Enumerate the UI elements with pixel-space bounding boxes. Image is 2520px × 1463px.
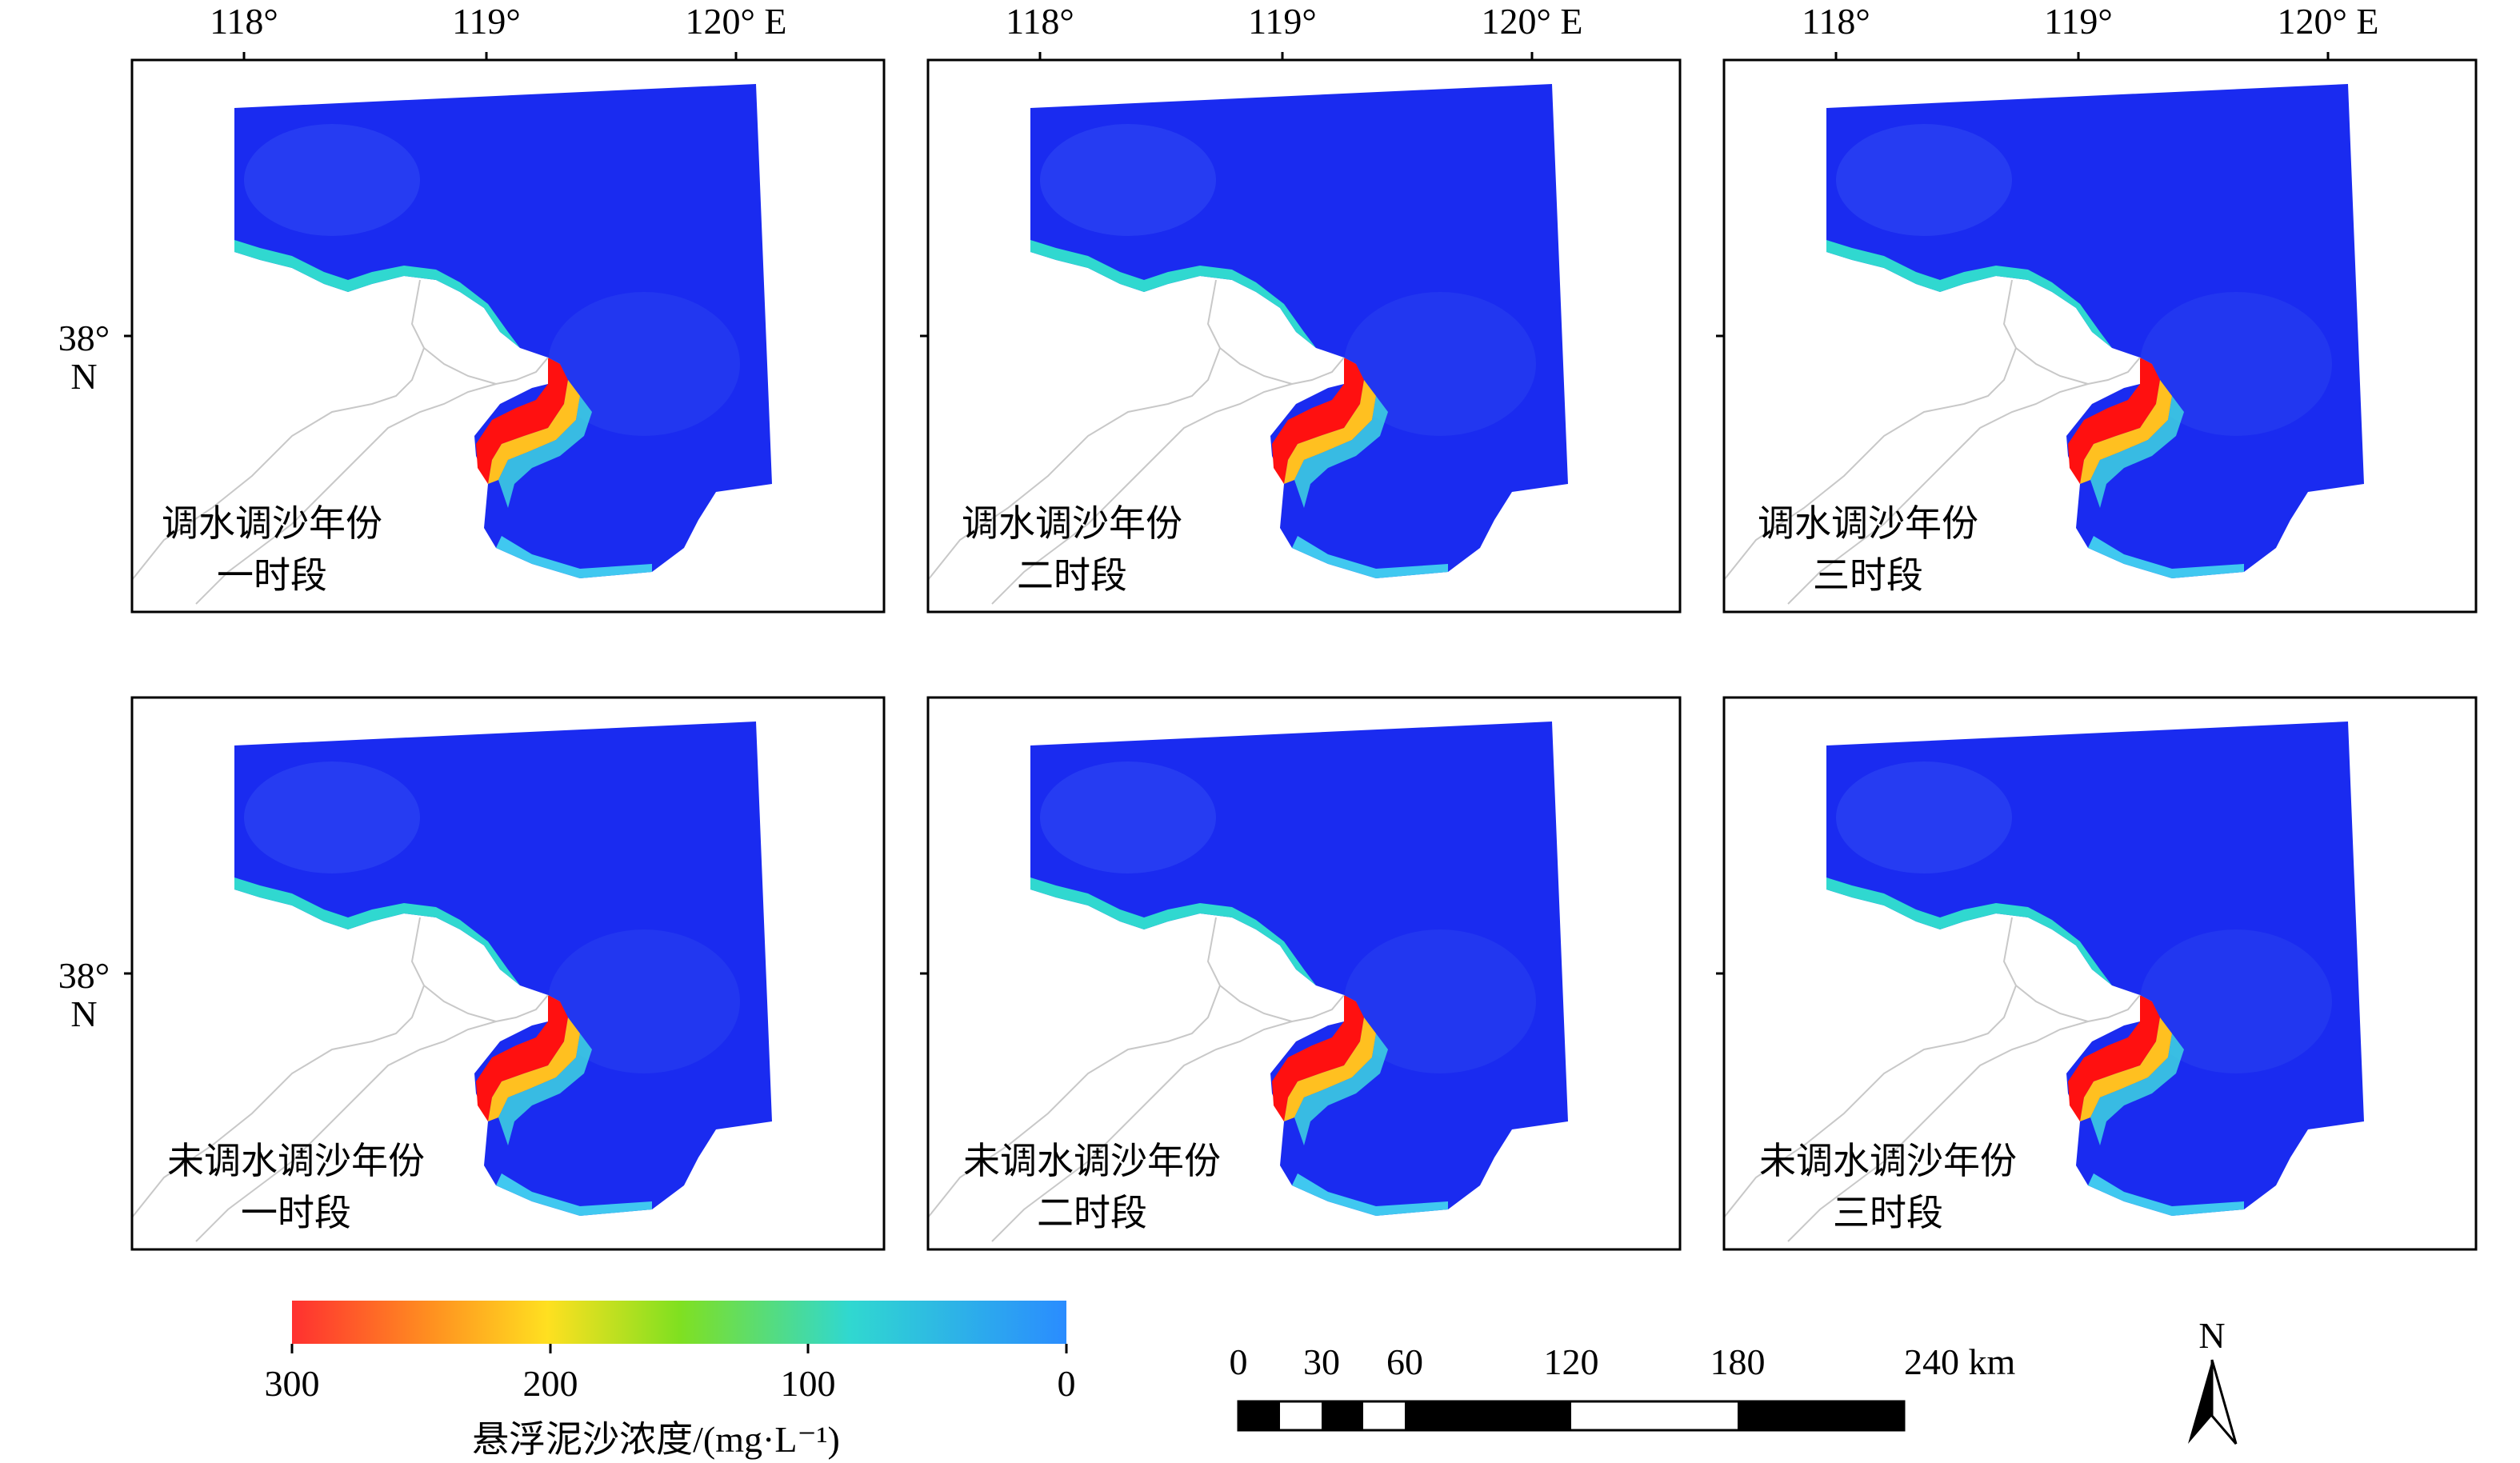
lon-labels-col1: 118° 119° 120° E [210, 1, 786, 42]
map-panel-6: 未调水调沙年份 三时段 [1716, 696, 2478, 1251]
colorbar-title: 悬浮泥沙浓度/(mg·L⁻¹) [472, 1419, 840, 1460]
lat-hemisphere: N [70, 356, 97, 397]
colorbar-tick: 100 [781, 1363, 836, 1404]
panel-label-line2: 二时段 [1037, 1191, 1147, 1234]
lat-tick-38: 38° [58, 318, 110, 358]
map-panel-3: 调水调沙年份 三时段 [1716, 52, 2478, 614]
lon-tick-119: 119° [2044, 1, 2113, 42]
map-panel-4: 未调水调沙年份 一时段 [124, 696, 886, 1251]
colorbar-gradient [292, 1301, 1066, 1344]
lon-labels-col3: 118° 119° 120° E [1802, 1, 2378, 42]
panel-label-line1: 调水调沙年份 [162, 502, 382, 545]
panel-label-line1: 未调水调沙年份 [963, 1139, 1221, 1182]
map-panel-5: 未调水调沙年份 二时段 [920, 696, 1682, 1251]
north-label: N [2198, 1315, 2225, 1356]
scale-label: 0 [1230, 1341, 1248, 1382]
scale-bar: 0 30 60 120 180 240 km [1230, 1341, 2016, 1432]
scale-label: 120 [1544, 1341, 1599, 1382]
north-arrow: N [2188, 1315, 2238, 1445]
lon-tick-118: 118° [210, 1, 278, 42]
lon-tick-120: 120° E [1482, 1, 1583, 42]
lat-label-row1: 38° N [58, 318, 110, 397]
map-panel-1: 调水调沙年份 一时段 [124, 52, 886, 614]
colorbar-tick: 0 [1058, 1363, 1076, 1404]
lat-tick-38: 38° [58, 955, 110, 996]
scale-label: 30 [1303, 1341, 1340, 1382]
lat-label-row2: 38° N [58, 955, 110, 1034]
lon-tick-120: 120° E [2278, 1, 2379, 42]
panel-label-line1: 调水调沙年份 [962, 502, 1182, 545]
map-panel-2: 调水调沙年份 二时段 [920, 52, 1682, 614]
panel-label-line2: 一时段 [217, 554, 327, 597]
colorbar: 300 200 100 0 悬浮泥沙浓度/(mg·L⁻¹) [265, 1301, 1076, 1460]
colorbar-tick: 200 [523, 1363, 578, 1404]
scale-label: 180 [1710, 1341, 1766, 1382]
lon-tick-118: 118° [1802, 1, 1870, 42]
panel-label-line2: 三时段 [1813, 554, 1923, 597]
panel-label-line1: 未调水调沙年份 [1759, 1139, 2017, 1182]
panel-label-line1: 未调水调沙年份 [167, 1139, 425, 1182]
lon-tick-119: 119° [452, 1, 521, 42]
colorbar-tick: 300 [265, 1363, 320, 1404]
lon-labels-col2: 118° 119° 120° E [1006, 1, 1582, 42]
lon-tick-118: 118° [1006, 1, 1074, 42]
panel-label-line1: 调水调沙年份 [1758, 502, 1978, 545]
panel-label-line2: 三时段 [1833, 1191, 1943, 1234]
panel-label-line2: 二时段 [1017, 554, 1127, 597]
lon-tick-120: 120° E [686, 1, 787, 42]
lat-hemisphere: N [70, 993, 97, 1034]
panel-label-line2: 一时段 [241, 1191, 351, 1234]
scale-label: 60 [1386, 1341, 1423, 1382]
north-arrow-icon [2188, 1360, 2212, 1444]
lon-tick-119: 119° [1248, 1, 1317, 42]
scale-label: 240 km [1904, 1341, 2016, 1382]
